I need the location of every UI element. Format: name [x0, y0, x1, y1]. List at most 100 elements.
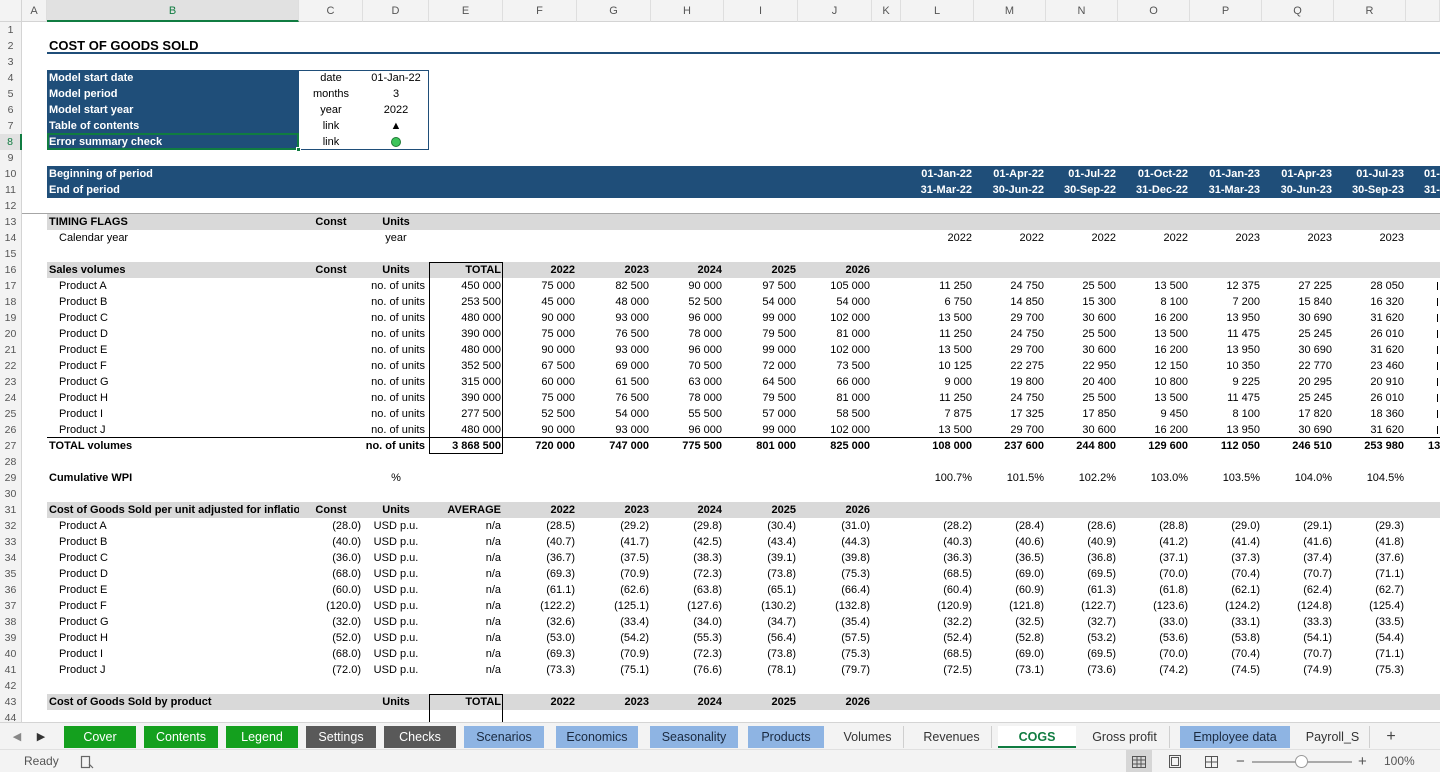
column-header[interactable]: D — [363, 0, 429, 22]
annual-value[interactable]: 52 500 — [688, 296, 722, 308]
setting-unit[interactable]: link — [322, 120, 340, 132]
row-header[interactable]: 13 — [0, 214, 22, 230]
annual-value[interactable]: 73 500 — [836, 360, 870, 372]
quarterly-value[interactable]: 24 750 — [1010, 280, 1044, 292]
quarterly-value[interactable]: 30 690 — [1298, 312, 1332, 324]
scroll-tabs-left-icon[interactable]: ◀ — [12, 731, 22, 743]
product-name[interactable]: Product G — [59, 376, 109, 388]
annual-value[interactable]: 90 000 — [541, 344, 575, 356]
column-header[interactable]: J — [798, 0, 872, 22]
quarterly-value[interactable]: 20 910 — [1370, 376, 1404, 388]
quarterly-value[interactable]: (32.2) — [943, 616, 972, 628]
quarterly-value[interactable]: (40.6) — [1015, 536, 1044, 548]
annual-value[interactable]: 96 000 — [688, 312, 722, 324]
quarterly-value[interactable]: (36.5) — [1015, 552, 1044, 564]
quarterly-value[interactable]: 18 360 — [1370, 408, 1404, 420]
calendar-year-value[interactable]: 2023 — [1307, 232, 1332, 244]
annual-value[interactable]: (127.6) — [687, 600, 722, 612]
average-value[interactable]: n/a — [485, 664, 501, 676]
annual-value[interactable]: 90 000 — [541, 312, 575, 324]
average-value[interactable]: n/a — [485, 520, 501, 532]
quarterly-total-value[interactable]: 13 — [1428, 440, 1440, 452]
annual-value[interactable]: (37.5) — [620, 552, 649, 564]
zoom-slider[interactable] — [1252, 750, 1352, 772]
year-header[interactable]: 2023 — [624, 264, 649, 276]
quarterly-value[interactable]: 30 690 — [1298, 344, 1332, 356]
setting-label[interactable]: Model start year — [49, 104, 134, 116]
quarterly-value[interactable]: (37.6) — [1375, 552, 1404, 564]
quarterly-value[interactable]: 13 500 — [1154, 392, 1188, 404]
period-end-date[interactable]: 31-Mar-23 — [1208, 184, 1260, 196]
fill-handle[interactable] — [296, 147, 301, 152]
product-name[interactable]: Product A — [59, 280, 107, 292]
annual-value[interactable]: 75 000 — [541, 280, 575, 292]
annual-value[interactable]: (30.4) — [767, 520, 796, 532]
quarterly-value[interactable]: (71.1) — [1375, 648, 1404, 660]
period-begin-date[interactable]: 01-Jul-22 — [1068, 168, 1116, 180]
annual-value[interactable]: 81 000 — [836, 328, 870, 340]
annual-value[interactable]: 99 000 — [762, 344, 796, 356]
quarterly-value[interactable]: (37.1) — [1159, 552, 1188, 564]
quarterly-value[interactable]: 10 800 — [1154, 376, 1188, 388]
row-header[interactable]: 43 — [0, 694, 22, 710]
total-row-label[interactable]: TOTAL volumes — [49, 440, 133, 452]
period-begin-date[interactable]: 01- — [1424, 168, 1440, 180]
quarterly-value[interactable]: 17 820 — [1298, 408, 1332, 420]
row-header[interactable]: 7 — [0, 118, 22, 134]
annual-value[interactable]: 54 000 — [615, 408, 649, 420]
annual-value[interactable]: 99 000 — [762, 312, 796, 324]
row-header[interactable]: 28 — [0, 454, 22, 470]
year-header[interactable]: 2024 — [697, 696, 722, 708]
quarterly-value[interactable]: (53.8) — [1231, 632, 1260, 644]
annual-value[interactable]: (39.8) — [841, 552, 870, 564]
annual-value[interactable]: (34.7) — [767, 616, 796, 628]
unit-label[interactable]: USD p.u. — [373, 664, 419, 676]
annual-value[interactable]: (36.7) — [546, 552, 575, 564]
row-header[interactable]: 40 — [0, 646, 22, 662]
product-name[interactable]: Product A — [59, 520, 107, 532]
calendar-year-value[interactable]: 2023 — [1379, 232, 1404, 244]
quarterly-value[interactable]: 23 460 — [1370, 360, 1404, 372]
period-begin-date[interactable]: 01-Jan-22 — [921, 168, 972, 180]
quarterly-value[interactable]: (28.4) — [1015, 520, 1044, 532]
calendar-year-value[interactable]: 2022 — [1019, 232, 1044, 244]
quarterly-value[interactable]: 14 850 — [1010, 296, 1044, 308]
annual-value[interactable]: 93 000 — [615, 312, 649, 324]
quarterly-value[interactable]: (74.2) — [1159, 664, 1188, 676]
quarterly-total-value[interactable]: 129 600 — [1148, 440, 1188, 452]
unit-label[interactable]: USD p.u. — [373, 648, 419, 660]
column-header[interactable]: G — [577, 0, 651, 22]
row-header[interactable]: 25 — [0, 406, 22, 422]
quarterly-value[interactable]: 30 600 — [1082, 312, 1116, 324]
row-label[interactable]: Calendar year — [59, 232, 129, 244]
quarterly-value[interactable]: 25 245 — [1298, 392, 1332, 404]
quarterly-value[interactable]: 30 600 — [1082, 424, 1116, 436]
unit-label[interactable]: USD p.u. — [373, 584, 419, 596]
column-header[interactable]: H — [651, 0, 724, 22]
row-header[interactable]: 4 — [0, 70, 22, 86]
annual-value[interactable]: 69 000 — [615, 360, 649, 372]
quarterly-value[interactable]: (28.2) — [943, 520, 972, 532]
annual-value[interactable]: (132.8) — [835, 600, 870, 612]
row-header[interactable]: 18 — [0, 294, 22, 310]
total-value[interactable]: 315 000 — [461, 376, 501, 388]
annual-value[interactable]: (79.7) — [841, 664, 870, 676]
row-header[interactable]: 36 — [0, 582, 22, 598]
annual-value[interactable]: (70.9) — [620, 648, 649, 660]
zoom-in-button[interactable]: + — [1358, 753, 1367, 770]
wpi-value[interactable]: 104.5% — [1366, 472, 1404, 484]
normal-view-icon[interactable] — [1126, 750, 1152, 772]
row-header[interactable]: 17 — [0, 278, 22, 294]
quarterly-value[interactable]: (36.8) — [1087, 552, 1116, 564]
const-value[interactable]: (36.0) — [332, 552, 361, 564]
total-value[interactable]: 352 500 — [461, 360, 501, 372]
period-begin-date[interactable]: 01-Jan-23 — [1209, 168, 1260, 180]
quarterly-value[interactable]: (41.8) — [1375, 536, 1404, 548]
average-value[interactable]: n/a — [485, 536, 501, 548]
annual-value[interactable]: (78.1) — [767, 664, 796, 676]
period-end-date[interactable]: 31-Mar-22 — [920, 184, 972, 196]
quarterly-value[interactable]: 12 375 — [1226, 280, 1260, 292]
annual-value[interactable]: 64 500 — [762, 376, 796, 388]
quarterly-value[interactable]: (53.2) — [1087, 632, 1116, 644]
